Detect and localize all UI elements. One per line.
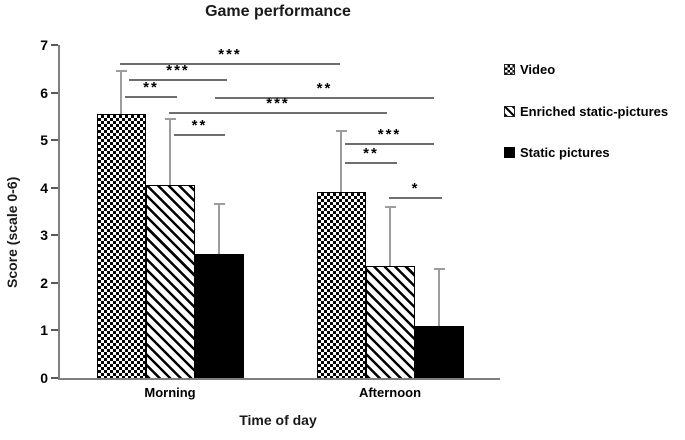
y-axis-tick — [51, 91, 58, 94]
y-tick-label: 2 — [40, 274, 48, 291]
y-axis-tick — [51, 281, 58, 284]
significance-line — [120, 63, 340, 65]
error-bar-cap — [335, 129, 347, 132]
error-bar — [389, 206, 391, 267]
bar-solid-morning — [194, 254, 244, 378]
legend-label: Enriched static-pictures — [520, 103, 669, 119]
error-bar — [218, 204, 220, 255]
significance-stars: *** — [166, 62, 190, 79]
plot-area: 7 6 5 4 3 2 1 0 Morning Afternoon *** *** ** ** *** ** *… — [40, 38, 500, 400]
chart-title: Game performance — [205, 3, 351, 20]
significance-line — [345, 162, 397, 164]
significance-stars: *** — [377, 126, 402, 143]
bar-solid-afternoon — [414, 325, 464, 378]
significance-line — [215, 97, 434, 99]
x-category-label: Morning — [144, 385, 196, 400]
error-bar-cap — [384, 205, 396, 208]
checker-swatch-icon — [504, 63, 515, 75]
y-axis-tick — [51, 139, 58, 142]
significance-line — [389, 197, 442, 199]
y-axis-tick — [51, 377, 58, 379]
significance-stars: ** — [316, 80, 333, 97]
significance-stars: *** — [266, 95, 290, 112]
significance-line — [125, 96, 177, 98]
y-tick-label: 7 — [40, 37, 48, 53]
error-bar — [120, 71, 122, 114]
y-tick-label: 0 — [40, 370, 48, 386]
y-tick-label: 5 — [40, 132, 48, 149]
error-bar — [438, 268, 440, 326]
y-tick-label: 6 — [40, 84, 48, 101]
bar-diagonal-afternoon — [365, 266, 415, 378]
y-axis-tick — [51, 329, 58, 332]
significance-stars: *** — [218, 46, 242, 63]
y-axis-tick — [51, 186, 58, 189]
x-axis-title: Time of day — [239, 412, 317, 428]
error-bar — [340, 130, 342, 193]
bar-checker-morning — [96, 113, 146, 378]
legend-item: Enriched static-pictures — [504, 103, 669, 119]
y-tick-label: 1 — [40, 322, 48, 339]
significance-line — [169, 112, 387, 114]
diagonal-swatch-icon — [504, 105, 515, 117]
legend-label: Static pictures — [520, 144, 610, 160]
significance-line — [174, 134, 225, 136]
y-tick-label: 3 — [40, 227, 48, 244]
bar-checker-afternoon — [316, 192, 366, 378]
legend-item: Static pictures — [504, 144, 610, 160]
error-bar-cap — [115, 70, 127, 73]
significance-stars: * — [411, 180, 420, 197]
significance-stars: ** — [143, 79, 159, 96]
error-bar — [169, 118, 171, 186]
significance-stars: ** — [191, 117, 208, 134]
legend-item: Video — [504, 61, 556, 77]
significance-line — [129, 79, 227, 81]
bar-diagonal-morning — [145, 185, 195, 378]
error-bar-cap — [213, 203, 225, 206]
legend-label: Video — [520, 61, 556, 77]
error-bar-cap — [433, 267, 445, 270]
x-category-label: Afternoon — [358, 385, 422, 400]
y-tick-label: 4 — [40, 179, 48, 196]
error-bar-cap — [164, 117, 176, 120]
y-axis-tick — [51, 44, 58, 46]
significance-line — [345, 143, 434, 145]
y-axis-tick — [51, 234, 58, 237]
solid-swatch-icon — [504, 146, 515, 158]
significance-stars: ** — [363, 145, 379, 162]
